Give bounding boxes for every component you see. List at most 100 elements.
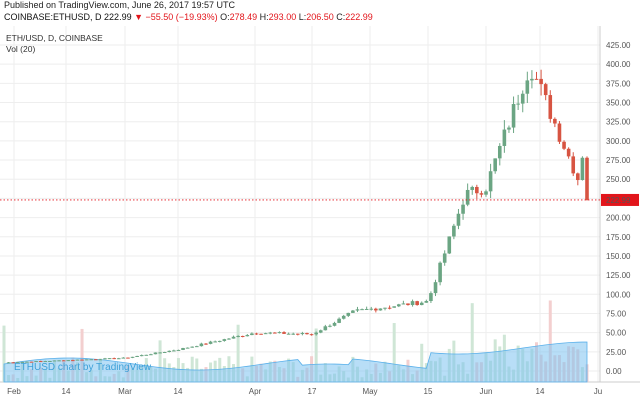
high-value: 293.00	[268, 12, 297, 22]
candle-body	[433, 282, 438, 294]
volume-bar	[158, 340, 162, 382]
candle-body	[75, 359, 80, 361]
y-tick-label: 325.00	[606, 118, 631, 127]
candle-body	[328, 325, 332, 327]
candle-body	[250, 333, 254, 336]
candle-body	[470, 186, 475, 190]
candle-body	[530, 78, 534, 81]
volume-bar	[392, 323, 396, 382]
candle-body	[378, 308, 383, 311]
volume-bar	[548, 300, 552, 382]
candle-body	[488, 171, 493, 192]
candle-body	[48, 360, 52, 362]
x-tick-label: Mar	[118, 387, 132, 396]
x-tick-label: Ju	[594, 387, 602, 396]
candle-body	[351, 310, 355, 313]
last-price-tag	[601, 193, 639, 206]
candle-body	[516, 103, 520, 105]
candle-body	[452, 225, 456, 237]
candle-body	[139, 355, 144, 357]
candle-body	[107, 358, 112, 360]
candle-body	[539, 78, 543, 85]
y-tick-label: 175.00	[606, 233, 631, 242]
x-tick-label: Feb	[7, 387, 21, 396]
candle-body	[240, 335, 245, 337]
candle-body	[11, 362, 15, 364]
x-tick-label: Jun	[480, 387, 493, 396]
candle-body	[208, 341, 213, 344]
candle-body	[520, 93, 525, 104]
candle-body	[89, 359, 94, 361]
candle-body	[162, 352, 167, 354]
candle-body	[429, 293, 433, 302]
candle-body	[222, 339, 227, 341]
published-note: Published on TradingView.com, June 26, 2…	[4, 0, 235, 10]
y-tick-label: 125.00	[606, 271, 631, 280]
candle-body	[34, 361, 38, 363]
candle-body	[80, 359, 84, 361]
y-tick-label: 50.00	[606, 329, 627, 338]
x-tick-label: 14	[174, 387, 183, 396]
open-label: O:	[220, 12, 230, 22]
candle-body	[195, 346, 199, 348]
ohlc-line: COINBASE:ETHUSD, D 222.99 ▼ −55.50 (−19.…	[4, 12, 373, 22]
y-tick-label: 0.00	[606, 367, 622, 376]
candle-body	[236, 335, 240, 337]
candle-body	[6, 362, 11, 364]
candle-body	[562, 141, 566, 149]
change-label: −55.50 (−19.93%)	[145, 12, 218, 22]
candle-body	[190, 346, 195, 348]
x-tick-label: 15	[424, 387, 433, 396]
candle-body	[259, 333, 263, 335]
candle-body	[130, 356, 135, 358]
last-price-label: 222.99	[104, 12, 132, 22]
candle-body	[557, 123, 562, 142]
candle-body	[332, 322, 337, 326]
candle-body	[309, 334, 314, 336]
candle-body	[406, 303, 410, 306]
candle-body	[346, 312, 351, 316]
candle-body	[231, 336, 236, 339]
candle-body	[98, 359, 103, 361]
candle-body	[268, 332, 273, 334]
candle-body	[176, 349, 181, 351]
candle-body	[295, 333, 300, 335]
x-tick-label: May	[362, 387, 377, 396]
volume-bar	[314, 328, 318, 382]
y-tick-label: 300.00	[606, 137, 631, 146]
close-label: C:	[336, 12, 346, 22]
candle-body	[277, 332, 282, 334]
candle-body	[507, 127, 511, 130]
low-label: L:	[298, 12, 307, 22]
x-tick-label: 17	[308, 387, 317, 396]
low-value: 206.50	[306, 12, 334, 22]
candle-body	[576, 173, 580, 181]
candle-body	[103, 358, 107, 360]
high-label: H:	[259, 12, 269, 22]
x-tick-label: 14	[62, 387, 71, 396]
candle-body	[553, 118, 557, 124]
candle-body	[144, 354, 149, 356]
volume-bar	[420, 343, 424, 382]
candle-body	[424, 301, 429, 303]
candle-body	[286, 333, 291, 335]
y-tick-label: 25.00	[606, 348, 627, 357]
candle-body	[57, 360, 61, 362]
candle-body	[497, 145, 502, 159]
tradingview-watermark: ETHUSD chart by TradingView	[14, 362, 152, 373]
candle-body	[204, 343, 208, 345]
y-tick-label: 75.00	[606, 309, 627, 318]
candle-body	[355, 309, 360, 311]
candle-body	[43, 361, 48, 363]
candle-body	[245, 335, 250, 337]
x-tick-label: Apr	[249, 387, 262, 396]
candle-body	[167, 350, 172, 353]
candle-body	[52, 360, 57, 362]
chart-legend-title: ETH/USD, D, COINBASE	[6, 33, 103, 43]
candle-body	[493, 158, 497, 172]
candle-body	[364, 308, 369, 310]
candle-body	[29, 361, 34, 363]
header-bar: Published on TradingView.com, June 26, 2…	[0, 0, 640, 26]
candle-body	[511, 104, 516, 128]
